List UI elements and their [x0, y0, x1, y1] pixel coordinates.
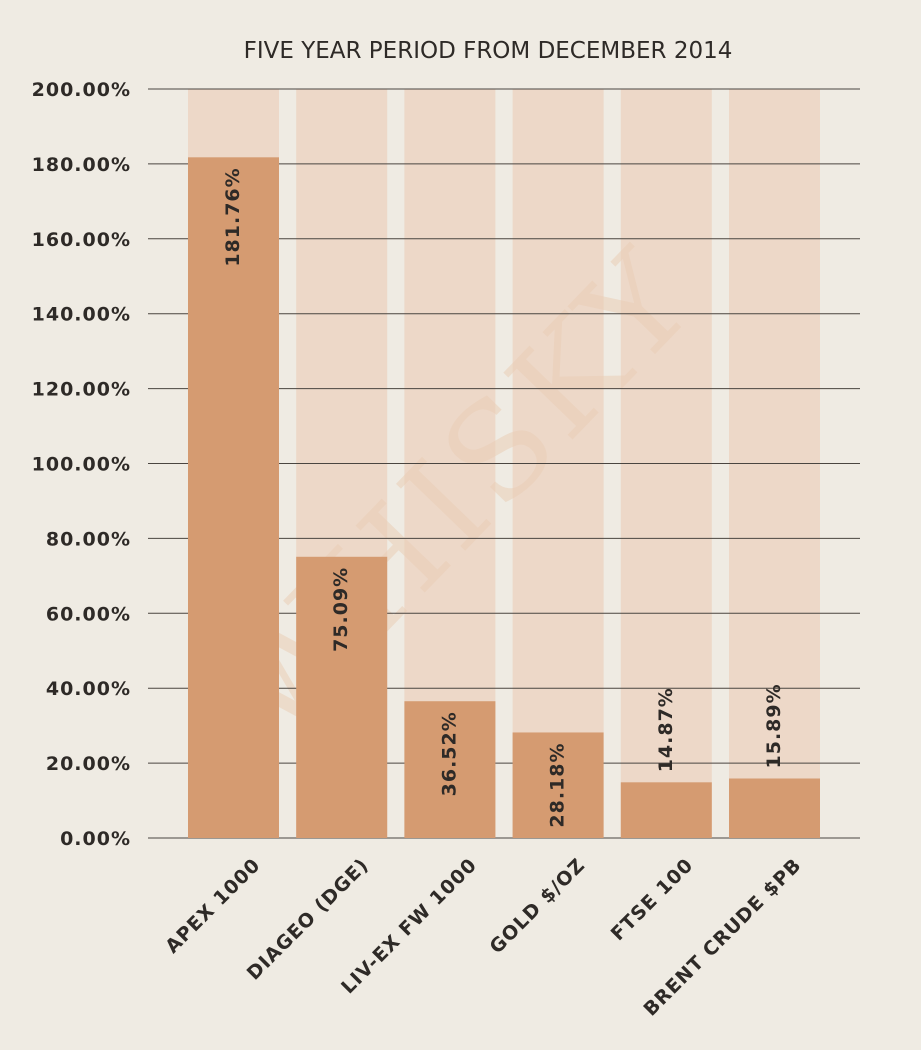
- data-label: 15.89%: [763, 683, 785, 768]
- bar: [188, 157, 279, 838]
- data-label: 14.87%: [655, 687, 677, 772]
- chart-title: FIVE YEAR PERIOD FROM DECEMBER 2014: [244, 38, 733, 64]
- y-tick-label: 180.00%: [32, 154, 131, 176]
- data-label: 181.76%: [222, 167, 244, 266]
- bar: [404, 701, 496, 838]
- data-label: 75.09%: [330, 567, 352, 652]
- bar: [729, 778, 820, 838]
- data-label: 36.52%: [438, 711, 460, 796]
- y-tick-label: 40.00%: [46, 678, 131, 700]
- y-tick-label: 140.00%: [32, 304, 131, 326]
- bars: [188, 157, 820, 838]
- y-tick-label: 160.00%: [32, 229, 131, 251]
- data-labels: 181.76% 75.09% 36.52% 28.18% 14.87% 15.89%: [222, 167, 785, 827]
- bar: [296, 556, 388, 838]
- bar: [512, 732, 604, 838]
- y-tick-label: 20.00%: [46, 753, 131, 775]
- bar: [620, 782, 712, 838]
- y-tick-label: 200.00%: [32, 79, 131, 101]
- data-label: 28.18%: [547, 742, 569, 827]
- y-tick-label: 120.00%: [32, 379, 131, 401]
- y-tick-label: 100.00%: [32, 454, 131, 476]
- y-axis-ticks: 0.00% 20.00% 40.00% 60.00% 80.00% 100.00% 120.…: [32, 79, 131, 850]
- y-tick-label: 60.00%: [46, 603, 131, 625]
- y-tick-label: 0.00%: [60, 828, 131, 850]
- y-tick-label: 80.00%: [46, 528, 131, 550]
